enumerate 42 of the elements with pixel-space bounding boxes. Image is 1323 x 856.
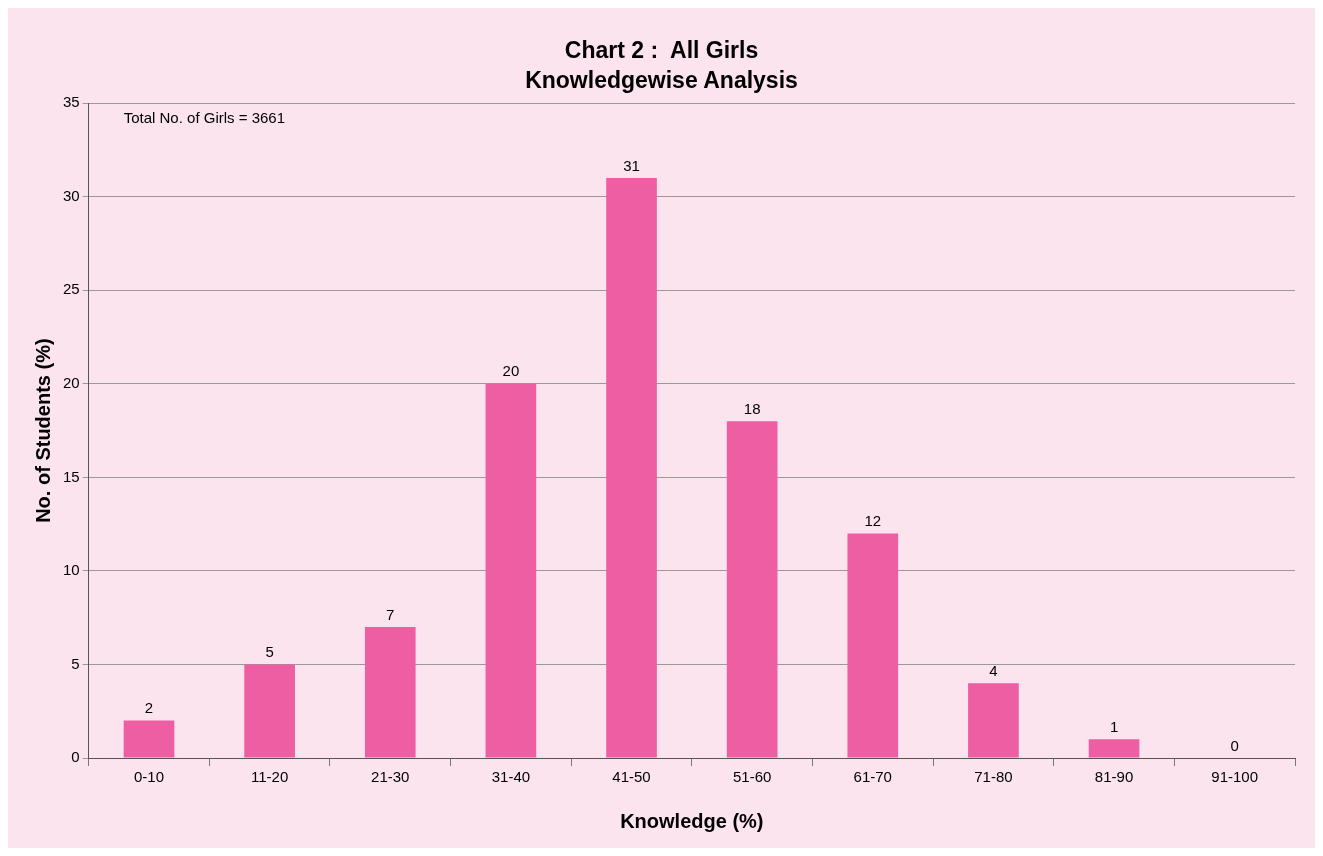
data-label: 5: [265, 643, 274, 661]
x-tick-label: 71-80: [974, 768, 1013, 786]
bar: [1088, 739, 1140, 758]
chart-subtitle: Knowledgewise Analysis: [525, 66, 798, 93]
x-tick-label: 51-60: [732, 768, 772, 786]
bar: [244, 664, 295, 758]
y-tick-label: 0: [71, 748, 80, 766]
annotation: Total No. of Girls = 3661: [123, 108, 286, 126]
bar: [606, 178, 657, 758]
bar: [847, 533, 899, 758]
y-tick-label: 15: [63, 467, 80, 485]
bar: [123, 720, 175, 758]
x-tick-label: 31-40: [491, 768, 531, 786]
x-tick-label: 11-20: [251, 768, 289, 786]
x-tick-label: 91-100: [1211, 768, 1259, 786]
x-tick-label: 81-90: [1094, 768, 1134, 786]
data-label: 4: [989, 661, 998, 679]
bar: [968, 683, 1019, 758]
data-label: 31: [623, 156, 640, 174]
data-label: 1: [1109, 717, 1119, 735]
bar: [364, 627, 416, 758]
data-label: 18: [743, 399, 761, 417]
x-tick-label: 21-30: [371, 768, 410, 786]
y-tick-label: 30: [63, 186, 80, 204]
y-tick-label: 10: [63, 561, 80, 579]
data-label: 12: [864, 512, 882, 530]
y-tick-label: 5: [71, 654, 80, 672]
x-tick-label: 0-10: [133, 768, 165, 786]
y-axis-title: No. of Students (%): [31, 338, 54, 523]
y-tick-label: 25: [63, 280, 80, 298]
bar: [726, 421, 778, 758]
y-tick-label: 20: [63, 373, 80, 391]
x-tick-label: 41-50: [612, 768, 651, 786]
data-label: 0: [1230, 736, 1239, 754]
y-tick-label: 35: [63, 93, 80, 111]
data-label: 2: [144, 699, 154, 717]
data-label: 20: [502, 362, 520, 380]
x-tick-label: 61-70: [853, 768, 892, 786]
data-label: 7: [386, 605, 395, 623]
x-axis-title: Knowledge (%): [620, 809, 764, 832]
bar: [485, 383, 537, 758]
chart-title: Chart 2 : All Girls: [564, 37, 759, 64]
